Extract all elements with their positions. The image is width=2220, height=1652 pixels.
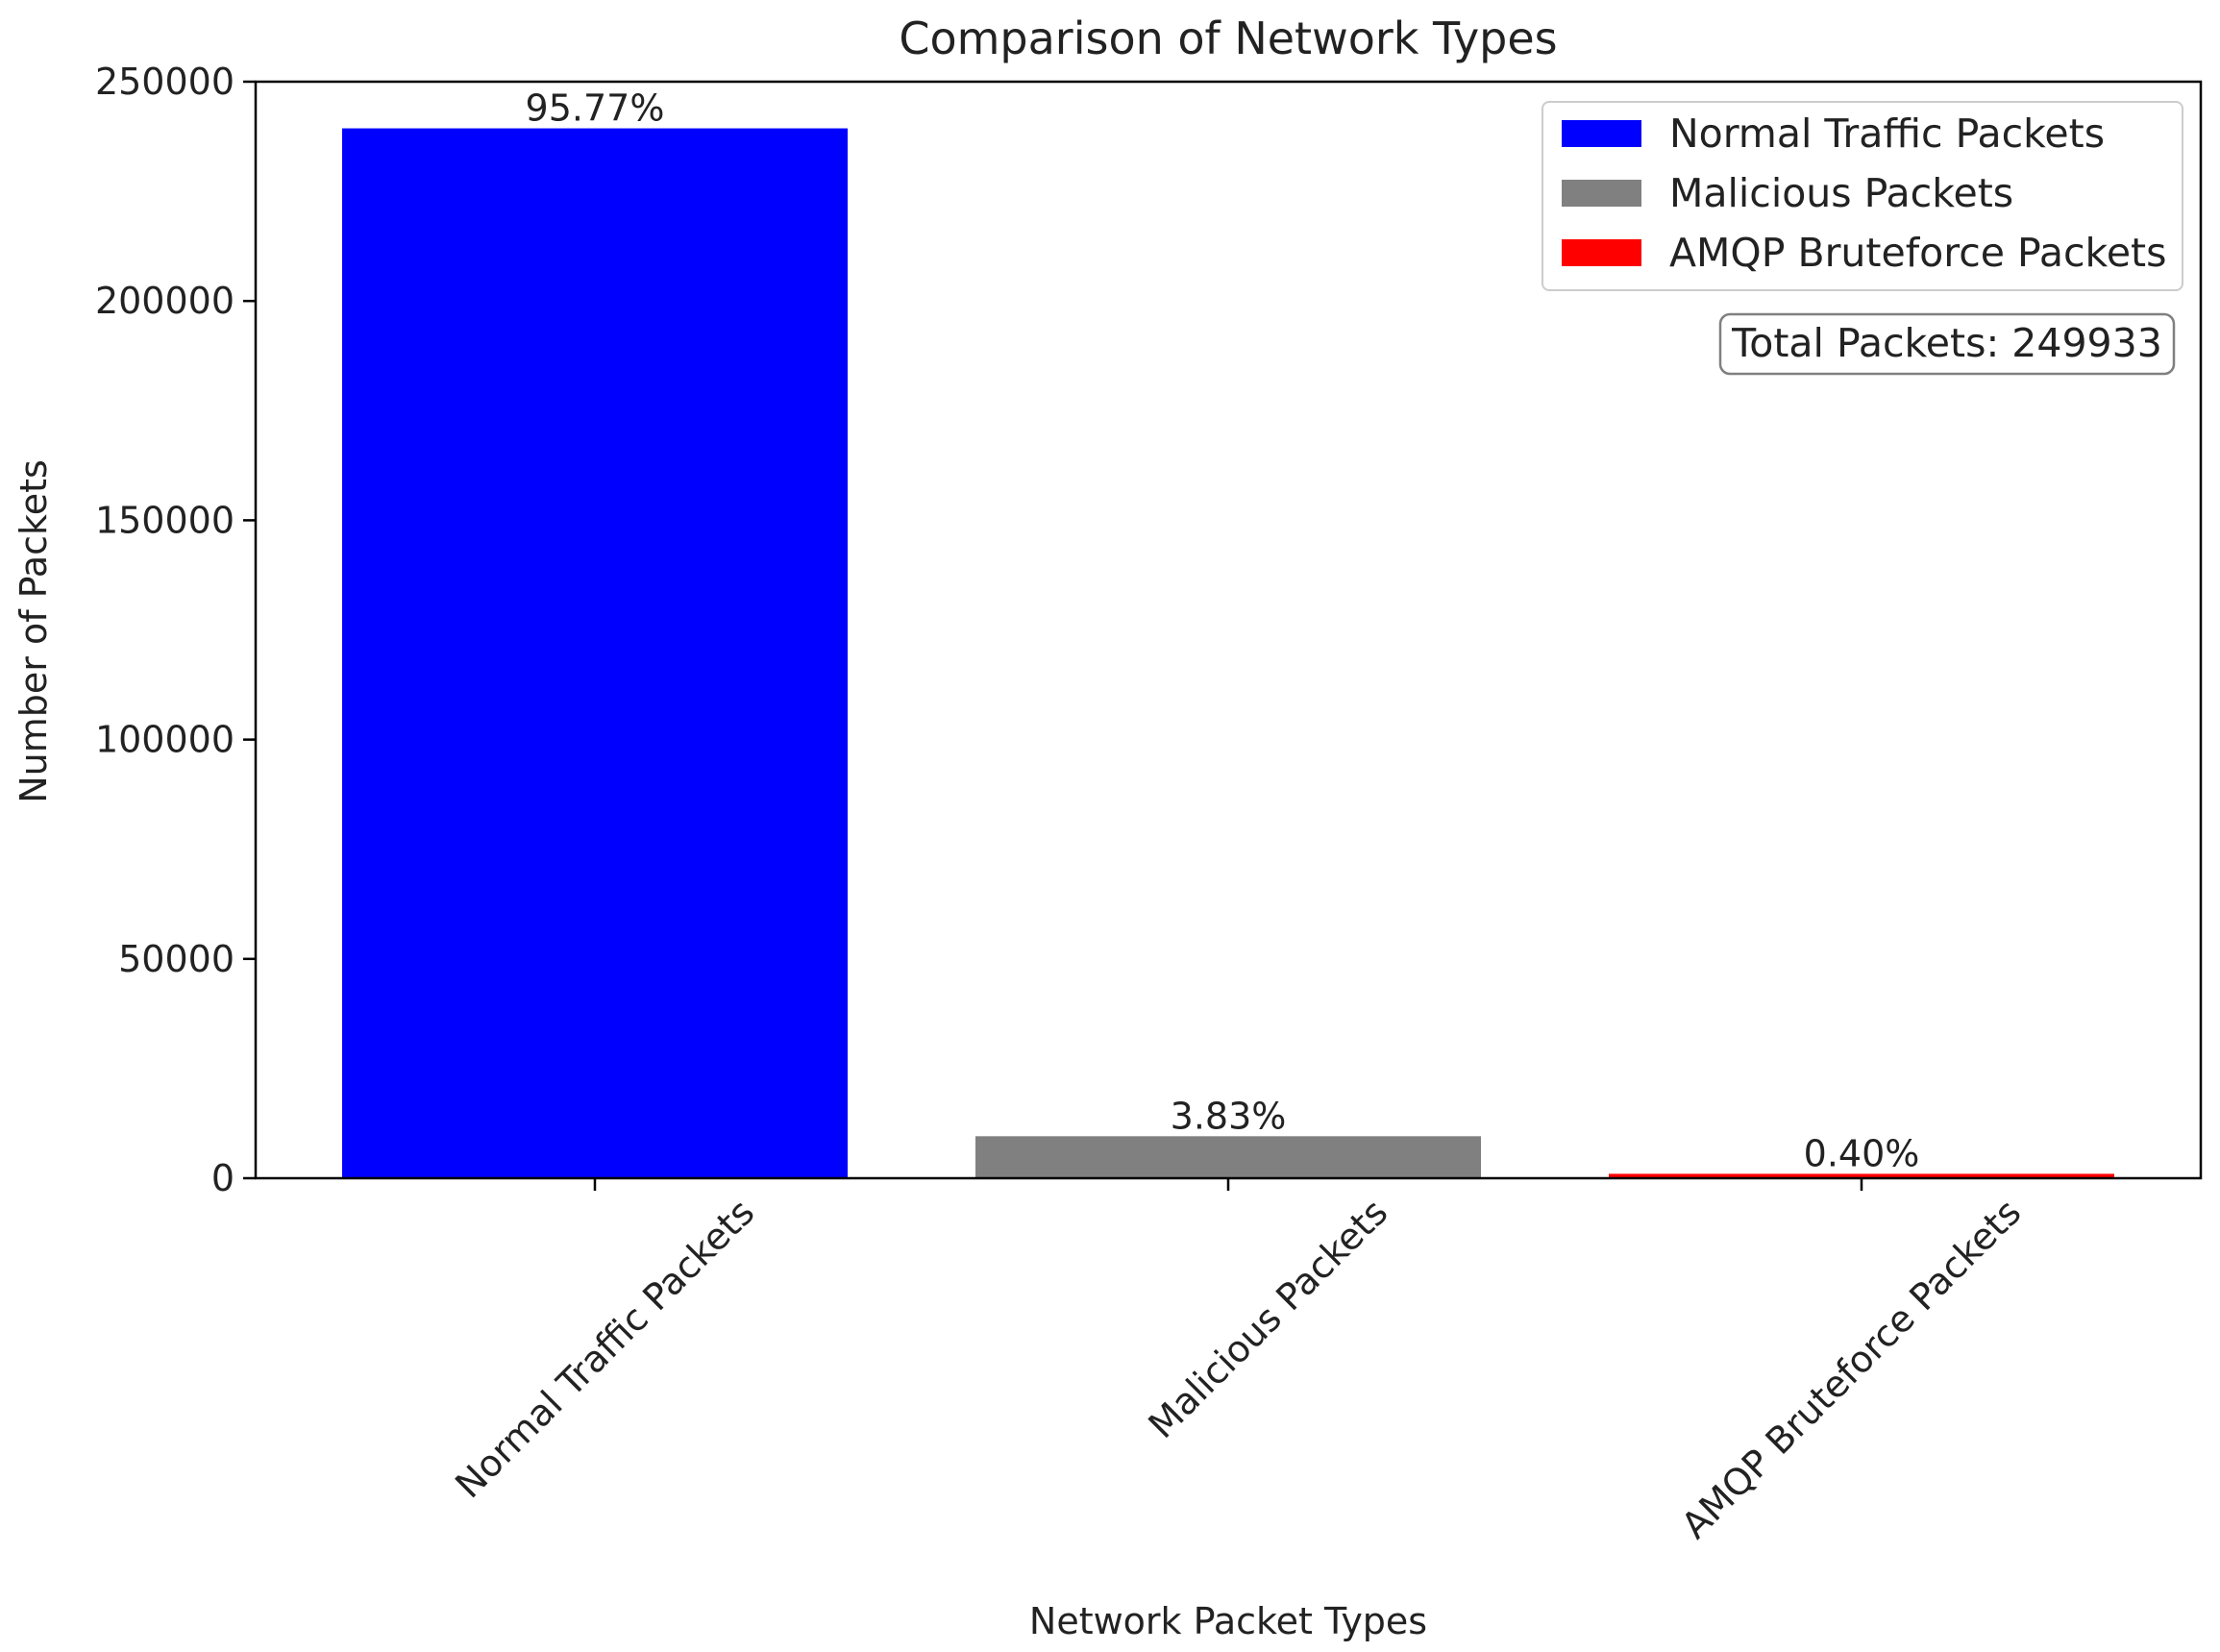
- annotation-frame: [1718, 312, 2176, 376]
- legend-swatch-amqp-bruteforce-packets: [1562, 239, 1641, 266]
- y-tick-label: 100000: [95, 719, 234, 761]
- plot-area-frame: [254, 80, 2203, 1180]
- x-axis-ticks: Normal Traffic Packets Malicious Packets A…: [447, 1178, 2029, 1547]
- legend-entries: Normal Traffic Packets Malicious Packets A…: [1562, 111, 2167, 276]
- legend-label: Normal Traffic Packets: [1669, 111, 2105, 157]
- y-axis-label: Number of Packets: [12, 459, 55, 803]
- x-tick-label-amqp-bruteforce-packets: AMQP Bruteforce Packets: [1673, 1191, 2029, 1546]
- bar-amqp-bruteforce-packets: [1609, 1173, 2114, 1178]
- legend-frame: [1542, 101, 2183, 291]
- x-axis-label: Network Packet Types: [1029, 1600, 1427, 1642]
- bar-value-labels: 95.77% 3.83% 0.40%: [526, 87, 1920, 1175]
- bar-value-label: 3.83%: [1171, 1095, 1287, 1137]
- legend-label: Malicious Packets: [1669, 170, 2013, 216]
- legend: Normal Traffic Packets Malicious Packets A…: [1542, 101, 2183, 291]
- bars-layer: [342, 128, 2114, 1179]
- chart-title: Comparison of Network Types: [899, 12, 1557, 64]
- x-tick-label-normal-traffic-packets: Normal Traffic Packets: [447, 1191, 762, 1506]
- y-axis-ticks: 0 50000 100000 150000 200000 250000: [95, 61, 256, 1199]
- x-tick-label-malicious-packets: Malicious Packets: [1141, 1191, 1396, 1446]
- annotation-text: Total Packets: 249933: [1731, 320, 2162, 366]
- y-tick-label: 0: [211, 1157, 234, 1199]
- y-tick-label: 50000: [118, 938, 234, 980]
- legend-label: AMQP Bruteforce Packets: [1669, 230, 2167, 276]
- bar-value-label: 95.77%: [526, 87, 665, 130]
- legend-swatch-normal-traffic-packets: [1562, 120, 1641, 147]
- bar-normal-traffic-packets: [342, 128, 848, 1179]
- y-tick-label: 150000: [95, 499, 234, 541]
- legend-swatch-malicious-packets: [1562, 180, 1641, 207]
- y-tick-label: 200000: [95, 280, 234, 322]
- bar-malicious-packets: [975, 1136, 1481, 1178]
- y-tick-label: 250000: [95, 61, 234, 103]
- total-packets-annotation: Total Packets: 249933: [1718, 312, 2176, 376]
- bar-value-label: 0.40%: [1804, 1132, 1920, 1174]
